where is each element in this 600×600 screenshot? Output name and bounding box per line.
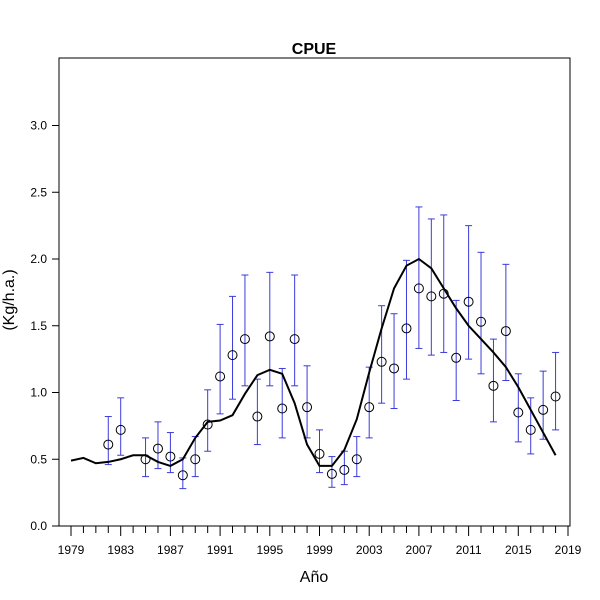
- plot-frame: [58, 57, 571, 527]
- x-axis-label: Año: [300, 569, 329, 586]
- y-tick-label: 3.0: [30, 119, 47, 133]
- x-tick-label: 1979: [58, 543, 85, 557]
- data-point: [538, 404, 549, 415]
- data-point: [364, 402, 375, 413]
- data-point: [103, 439, 114, 450]
- y-tick-label: 2.0: [30, 252, 47, 266]
- data-point: [438, 288, 449, 299]
- data-point: [525, 424, 536, 435]
- data-point: [264, 331, 275, 342]
- x-tick-label: 1983: [107, 543, 134, 557]
- data-point: [239, 334, 250, 345]
- data-point: [302, 402, 313, 413]
- x-tick-label: 2019: [555, 543, 582, 557]
- x-tick-label: 2011: [456, 543, 482, 557]
- y-axis-label: (Kg/h.a.): [1, 269, 18, 330]
- x-tick-label: 2015: [505, 543, 532, 557]
- data-point: [513, 407, 524, 418]
- data-point: [500, 326, 511, 337]
- data-point: [115, 424, 126, 435]
- y-tick-label: 1.5: [30, 319, 47, 333]
- data-point: [463, 296, 474, 307]
- data-point: [252, 411, 263, 422]
- data-point: [351, 454, 362, 465]
- x-tick-label: 1991: [207, 543, 234, 557]
- trend-line: [70, 257, 557, 468]
- data-point: [277, 403, 288, 414]
- trend-line-group: [70, 257, 557, 468]
- data-point: [190, 454, 201, 465]
- data-point: [165, 451, 176, 462]
- y-tick-label: 0.5: [30, 452, 47, 466]
- data-point: [413, 283, 424, 294]
- y-tick-label: 0.0: [30, 519, 47, 533]
- x-tick-label: 2003: [356, 543, 383, 557]
- data-point: [376, 356, 387, 367]
- y-tick-label: 2.5: [30, 185, 47, 199]
- x-tick-label: 1987: [157, 543, 184, 557]
- data-point: [227, 350, 238, 361]
- chart-title: CPUE: [292, 41, 337, 58]
- data-point: [152, 443, 163, 454]
- data-point: [451, 352, 462, 363]
- x-axis: 1979 1983 1987 1991 1995 1999 2003 2007 2011 2015…: [58, 526, 582, 557]
- data-point: [426, 291, 437, 302]
- data-point: [488, 380, 499, 391]
- x-tick-label: 2007: [406, 543, 433, 557]
- x-tick-label: 1995: [256, 543, 283, 557]
- data-point: [289, 334, 300, 345]
- data-point: [326, 468, 337, 479]
- data-point: [177, 470, 188, 481]
- data-point: [476, 316, 487, 327]
- y-tick-label: 1.0: [30, 386, 47, 400]
- data-point: [339, 464, 350, 475]
- data-point: [202, 419, 213, 430]
- error-bars: [104, 206, 560, 490]
- data-point: [401, 323, 412, 334]
- data-points: [103, 283, 561, 481]
- data-point: [550, 391, 561, 402]
- data-point: [389, 363, 400, 374]
- data-point: [140, 454, 151, 465]
- x-tick-label: 1999: [306, 543, 333, 557]
- y-axis: 0.0 0.5 1.0 1.5 2.0 2.5 3.0: [30, 119, 59, 533]
- data-point: [314, 448, 325, 459]
- data-point: [215, 371, 226, 382]
